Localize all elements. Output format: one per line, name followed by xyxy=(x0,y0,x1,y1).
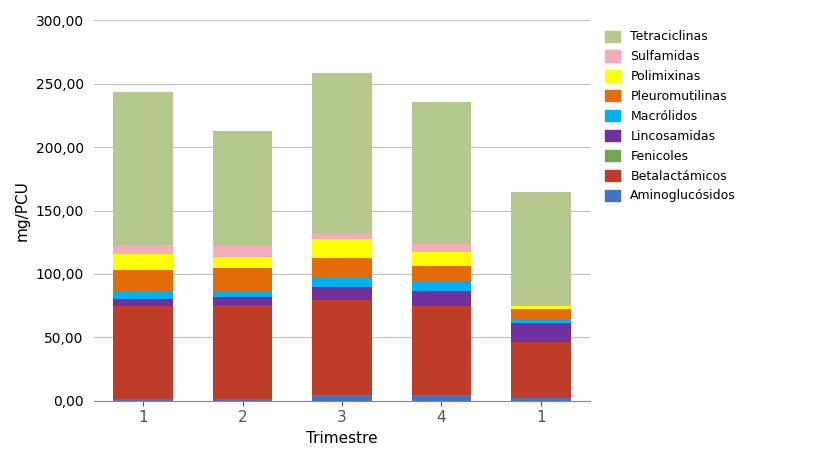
Bar xyxy=(312,73,371,234)
Bar xyxy=(113,292,173,299)
Bar xyxy=(411,291,471,306)
Bar xyxy=(510,342,570,397)
Bar xyxy=(212,268,272,291)
Bar xyxy=(113,399,173,401)
Bar xyxy=(212,131,272,245)
Bar xyxy=(312,278,371,287)
Bar xyxy=(411,244,471,252)
Legend: Tetraciclinas, Sulfamidas, Polimixinas, Pleuromutilinas, Macrólidos, Lincosamida: Tetraciclinas, Sulfamidas, Polimixinas, … xyxy=(601,27,739,206)
Bar xyxy=(113,254,173,270)
Bar xyxy=(411,252,471,266)
Bar xyxy=(312,287,371,300)
Bar xyxy=(411,282,471,291)
Bar xyxy=(510,306,570,309)
Bar xyxy=(212,245,272,257)
Bar xyxy=(411,306,471,395)
Bar xyxy=(510,309,570,319)
Bar xyxy=(411,395,471,401)
Y-axis label: mg/PCU: mg/PCU xyxy=(15,180,30,241)
Bar xyxy=(312,234,371,239)
Bar xyxy=(312,395,371,401)
Bar xyxy=(411,266,471,282)
Bar xyxy=(113,270,173,292)
Bar xyxy=(312,258,371,278)
Bar xyxy=(113,299,173,306)
Bar xyxy=(510,397,570,401)
Bar xyxy=(212,305,272,399)
Bar xyxy=(411,102,471,244)
Bar xyxy=(113,306,173,399)
Bar xyxy=(113,92,173,245)
Bar xyxy=(212,257,272,268)
Bar xyxy=(510,192,570,306)
Bar xyxy=(212,291,272,297)
Bar xyxy=(510,319,570,323)
Bar xyxy=(510,323,570,342)
Bar xyxy=(312,300,371,395)
Bar xyxy=(212,297,272,305)
Bar xyxy=(312,239,371,258)
Bar xyxy=(113,245,173,254)
X-axis label: Trimestre: Trimestre xyxy=(305,431,378,446)
Bar xyxy=(212,399,272,401)
